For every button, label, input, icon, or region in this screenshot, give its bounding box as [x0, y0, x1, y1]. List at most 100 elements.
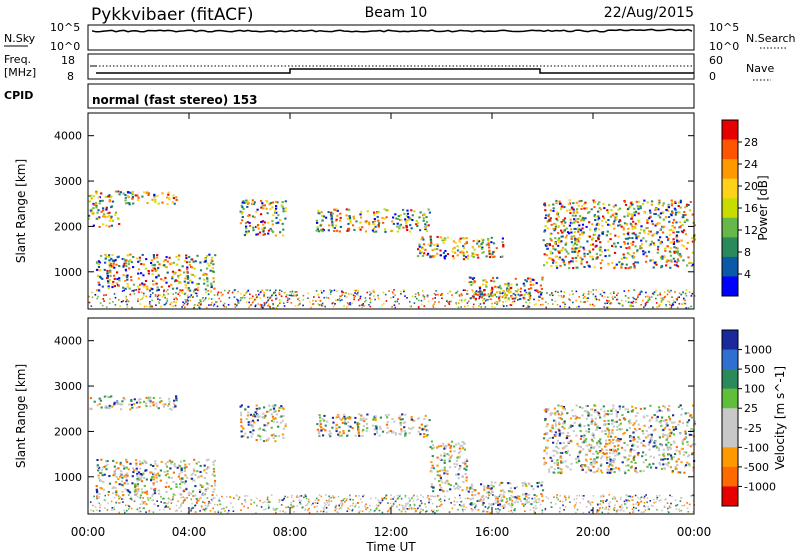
velocity-echo-cell — [660, 458, 663, 461]
velocity-echo-cell — [563, 408, 566, 411]
velocity-echo-cell — [446, 453, 449, 456]
velocity-echo-cell — [685, 464, 688, 467]
velocity-echo-cell — [629, 496, 632, 499]
velocity-echo-cell — [399, 415, 402, 418]
velocity-echo-cell — [606, 428, 609, 431]
velocity-echo-cell — [314, 499, 317, 501]
power-echo-cell — [112, 259, 115, 262]
power-echo-cell — [598, 234, 601, 237]
power-echo-cell — [282, 207, 285, 210]
velocity-echo-cell — [361, 434, 364, 437]
power-echo-cell — [621, 263, 624, 266]
velocity-echo-cell — [649, 418, 652, 421]
velocity-echo-cell — [472, 503, 475, 506]
power-echo-cell — [650, 240, 654, 243]
power-echo-cell — [320, 229, 323, 232]
velocity-echo-cell — [644, 506, 646, 508]
velocity-echo-cell — [265, 410, 269, 413]
power-echo-cell — [556, 219, 559, 222]
velocity-echo-cell — [155, 476, 158, 479]
power-echo-cell — [398, 224, 401, 227]
power-echo-cell — [196, 295, 198, 297]
velocity-echo-cell — [438, 445, 441, 448]
power-echo-cell — [452, 240, 455, 243]
velocity-echo-cell — [244, 495, 246, 497]
velocity-echo-cell — [574, 414, 577, 417]
velocity-echo-cell — [150, 478, 153, 481]
velocity-echo-cell — [319, 423, 322, 426]
velocity-echo-cell — [267, 507, 270, 509]
velocity-echo-cell — [513, 501, 516, 504]
power-echo-cell — [109, 269, 112, 272]
velocity-echo-cell — [609, 435, 613, 438]
velocity-echo-cell — [508, 490, 511, 493]
velocity-echo-cell — [136, 484, 140, 487]
velocity-echo-cell — [358, 422, 361, 425]
velocity-echo-cell — [449, 466, 452, 469]
power-echo-cell — [239, 210, 242, 213]
power-echo-cell — [394, 306, 397, 309]
velocity-echo-cell — [648, 441, 651, 444]
velocity-echo-cell — [605, 449, 608, 452]
power-echo-cell — [200, 303, 202, 306]
velocity-echo-cell — [391, 418, 394, 420]
power-echo-cell — [151, 198, 154, 201]
power-echo-cell — [684, 233, 688, 236]
power-echo-cell — [150, 259, 153, 262]
power-echo-cell — [581, 223, 585, 226]
velocity-echo-cell — [263, 406, 266, 409]
velocity-echo-cell — [560, 461, 563, 464]
velocity-echo-cell — [341, 504, 344, 506]
power-echo-cell — [126, 254, 129, 257]
power-echo-cell — [112, 280, 115, 283]
power-echo-cell — [619, 223, 622, 226]
power-echo-cell — [388, 290, 390, 292]
power-echo-cell — [346, 302, 349, 304]
velocity-echo-cell — [655, 446, 658, 449]
velocity-echo-cell — [258, 427, 262, 430]
velocity-echo-cell — [202, 508, 204, 511]
power-echo-cell — [491, 288, 494, 291]
power-echo-cell — [637, 219, 640, 222]
power-echo-cell — [429, 236, 432, 239]
velocity-echo-cell — [145, 478, 148, 481]
power-echo-cell — [319, 224, 322, 227]
velocity-echo-cell — [308, 507, 310, 510]
power-echo-cell — [145, 295, 147, 298]
power-echo-cell — [205, 306, 208, 309]
power-echo-cell — [458, 239, 461, 241]
power-echo-cell — [97, 282, 100, 285]
velocity-echo-cell — [497, 504, 500, 506]
power-echo-cell — [349, 303, 352, 306]
velocity-echo-cell — [560, 432, 563, 435]
power-echo-cell — [237, 302, 240, 304]
power-echo-cell — [178, 282, 181, 284]
power-echo-cell — [108, 261, 111, 264]
velocity-echo-cell — [579, 437, 582, 440]
velocity-echo-cell — [139, 467, 142, 470]
power-echo-cell — [473, 297, 475, 299]
power-echo-cell — [550, 257, 553, 260]
velocity-echo-cell — [438, 480, 441, 483]
power-echo-cell — [598, 228, 601, 231]
velocity-echo-cell — [175, 397, 178, 400]
power-echo-cell — [105, 206, 108, 209]
power-echo-cell — [614, 204, 617, 207]
velocity-echo-cell — [605, 456, 609, 459]
velocity-echo-cell — [686, 455, 690, 458]
power-echo-cell — [275, 306, 278, 309]
power-echo-cell — [171, 270, 175, 273]
velocity-echo-cell — [567, 441, 570, 444]
power-echo-cell — [263, 304, 266, 306]
velocity-echo-cell — [213, 470, 216, 473]
power-echo-cell — [227, 304, 230, 306]
power-echo-cell — [175, 297, 178, 300]
power-echo-cell — [236, 303, 238, 306]
power-echo-cell — [558, 202, 562, 205]
power-echo-cell — [177, 275, 180, 278]
power-echo-cell — [461, 250, 464, 253]
power-echo-cell — [529, 294, 532, 297]
velocity-echo-cell — [449, 444, 453, 447]
power-echo-cell — [108, 259, 111, 262]
